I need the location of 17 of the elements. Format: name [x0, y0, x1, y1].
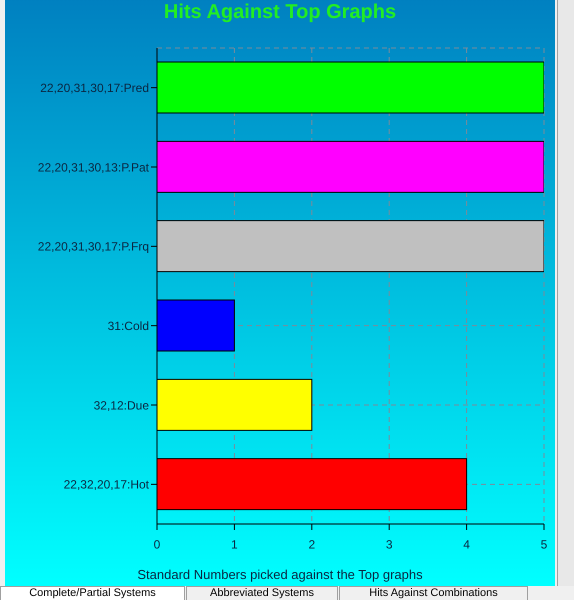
y-tick-label: 31:Cold	[108, 318, 149, 333]
x-tick-label: 5	[540, 538, 548, 552]
x-tick-label: 1	[231, 538, 238, 552]
x-tick-label: 3	[386, 538, 393, 552]
chart-title: Hits Against Top Graphs	[162, 0, 398, 24]
y-tick-label: 32,12:Due	[94, 398, 150, 412]
y-tick-label: 22,20,31,30,17:Pred	[40, 80, 149, 95]
x-tick-label: 2	[308, 538, 316, 552]
y-tick-label: 22,20,31,30,13:P.Pat	[38, 160, 150, 174]
x-axis-title: Standard Numbers picked against the Top graphs	[136, 567, 424, 583]
text: Complete/Partial Systems	[0, 586, 185, 600]
text: Abbreviated Systems	[186, 586, 338, 600]
x-tick-label: 4	[463, 538, 470, 552]
y-tick-label: 22,32,20,17:Hot	[64, 478, 150, 492]
x-tick-label: 0	[154, 538, 161, 552]
y-tick-label: 22,20,31,30,17:P.Frq	[38, 240, 149, 254]
text: Hits Against Combinations	[339, 586, 528, 600]
